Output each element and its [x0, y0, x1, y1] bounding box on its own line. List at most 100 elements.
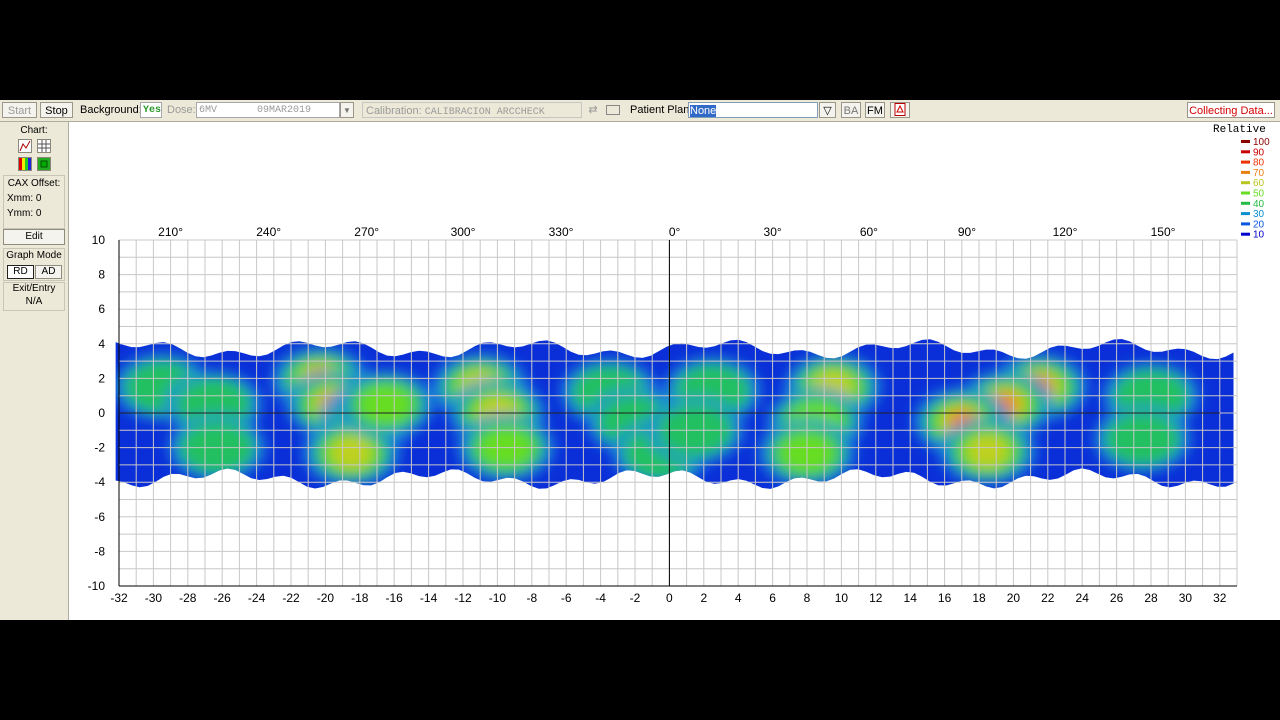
angle-label: 330° [549, 225, 574, 239]
dose-field[interactable]: 6MV 09MAR2019 [196, 102, 340, 118]
chart-type-icon[interactable] [18, 139, 32, 153]
x-tick-label: -28 [179, 591, 197, 605]
angle-label: 120° [1053, 225, 1078, 239]
dose-label: Dose: [167, 104, 196, 116]
angle-label: 0° [669, 225, 681, 239]
y-tick-label: 8 [98, 268, 105, 282]
calibration-value: CALIBRACION ARCCHECK [424, 107, 545, 118]
x-tick-label: -12 [454, 591, 472, 605]
dose-map-chart[interactable]: -32 -30 -28 -26 -24 -22 -20 -18 -16 -14 -12 -10 -8 -6… [69, 122, 1280, 620]
graph-mode-label: Graph Mode [6, 250, 62, 261]
background-label: Background: [80, 104, 142, 116]
exit-entry-group: Exit/Entry N/A [3, 282, 65, 311]
hotspot [966, 434, 1009, 468]
x-tick-label: 4 [735, 591, 742, 605]
calibration-label: Calibration: [366, 105, 422, 117]
x-tick-label: 18 [972, 591, 986, 605]
legend-label: 10 [1253, 230, 1265, 241]
legend-swatch [1241, 232, 1250, 236]
x-tick-label: -14 [420, 591, 438, 605]
toolbar: Start Stop Background: Yes Dose: 6MV 09M… [0, 100, 1280, 122]
legend-label: 50 [1253, 189, 1265, 200]
cax-offset-label: CAX Offset: [7, 178, 61, 189]
x-tick-label: -20 [317, 591, 335, 605]
x-tick-label: 12 [869, 591, 883, 605]
exit-entry-value: N/A [25, 296, 43, 307]
colormap-icon[interactable] [37, 157, 51, 171]
x-tick-label: 2 [700, 591, 707, 605]
legend-swatch [1241, 222, 1250, 226]
x-tick-label: -8 [526, 591, 537, 605]
legend-label: 20 [1253, 219, 1265, 230]
rd-button[interactable]: RD [7, 265, 34, 279]
x-tick-label: 32 [1213, 591, 1227, 605]
collecting-status: Collecting Data... [1187, 102, 1275, 118]
graph-mode-group: Graph Mode RD AD [3, 248, 65, 281]
x-tick-label: 10 [835, 591, 849, 605]
x-tick-label: 16 [938, 591, 952, 605]
legend-swatch [1241, 160, 1250, 164]
patient-plan-value: None [690, 105, 717, 117]
cax-offset-group: CAX Offset: Xmm: 0 Ymm: 0 [3, 175, 65, 229]
y-tick-label: -8 [94, 544, 105, 558]
x-tick-label: -6 [561, 591, 572, 605]
y-tick-label: 10 [92, 233, 106, 247]
hotspot [1104, 411, 1181, 466]
hotspot-layer [115, 347, 1199, 486]
window-icon[interactable] [606, 105, 620, 115]
background-field[interactable]: Yes [140, 102, 162, 118]
legend-swatch [1241, 212, 1250, 216]
y-tick-label: 2 [98, 371, 105, 385]
ad-button[interactable]: AD [35, 265, 62, 279]
start-button[interactable]: Start [2, 102, 37, 118]
left-panel: Chart: CAX Offset: Xmm: 0 Ymm: 0 Edit Gr… [0, 122, 69, 620]
y-tick-label: -10 [88, 579, 106, 593]
edit-button[interactable]: Edit [3, 229, 65, 245]
dose-date: 09MAR2019 [257, 105, 312, 116]
x-tick-label: -4 [595, 591, 606, 605]
chart-label: Chart: [20, 125, 48, 136]
x-tick-label: -26 [214, 591, 232, 605]
x-tick-label: 6 [769, 591, 776, 605]
ba-button[interactable]: BA [841, 102, 861, 118]
x-tick-label: 0 [666, 591, 673, 605]
tick-labels: -32 -30 -28 -26 -24 -22 -20 -18 -16 -14 -12 -10 -8 -6… [88, 233, 1227, 605]
y-tick-label: 6 [98, 302, 105, 316]
axes [118, 240, 1237, 587]
angle-label: 270° [354, 225, 379, 239]
y-tick-label: 4 [98, 337, 105, 351]
refresh-icon[interactable]: ⇄ [588, 104, 598, 116]
legend-swatch [1241, 201, 1250, 205]
legend-label: 60 [1253, 178, 1265, 189]
x-tick-label: 28 [1144, 591, 1158, 605]
hotspot [330, 436, 373, 470]
y-tick-label: -2 [94, 441, 105, 455]
y-tick-label: -4 [94, 475, 105, 489]
y-tick-label: 0 [98, 406, 105, 420]
patient-plan-field[interactable]: None [688, 102, 818, 118]
patient-plan-label: Patient Plan: [630, 104, 693, 116]
dose-dropdown-icon[interactable]: ▼ [340, 102, 354, 118]
x-tick-label: 14 [904, 591, 918, 605]
filter-icon[interactable]: ▽ [819, 102, 836, 118]
exit-entry-label: Exit/Entry [12, 283, 56, 294]
x-tick-label: -24 [248, 591, 266, 605]
angle-label: 90° [958, 225, 976, 239]
x-tick-label: 30 [1179, 591, 1193, 605]
legend-label: 70 [1253, 168, 1265, 179]
legend-swatch [1241, 170, 1250, 174]
x-tick-label: 8 [804, 591, 811, 605]
fm-button[interactable]: FM [865, 102, 885, 118]
pdf-icon[interactable] [890, 102, 910, 118]
color-bars-icon[interactable] [18, 157, 32, 171]
x-tick-label: -22 [282, 591, 300, 605]
grid-icon[interactable] [37, 139, 51, 153]
x-tick-label: 26 [1110, 591, 1124, 605]
legend-label: 90 [1253, 147, 1265, 158]
legend-label: 80 [1253, 158, 1265, 169]
dose-heatmap [115, 339, 1234, 489]
x-tick-label: -32 [110, 591, 128, 605]
calibration-field[interactable]: Calibration: CALIBRACION ARCCHECK [362, 102, 582, 118]
x-tick-label: -16 [386, 591, 404, 605]
stop-button[interactable]: Stop [40, 102, 73, 118]
